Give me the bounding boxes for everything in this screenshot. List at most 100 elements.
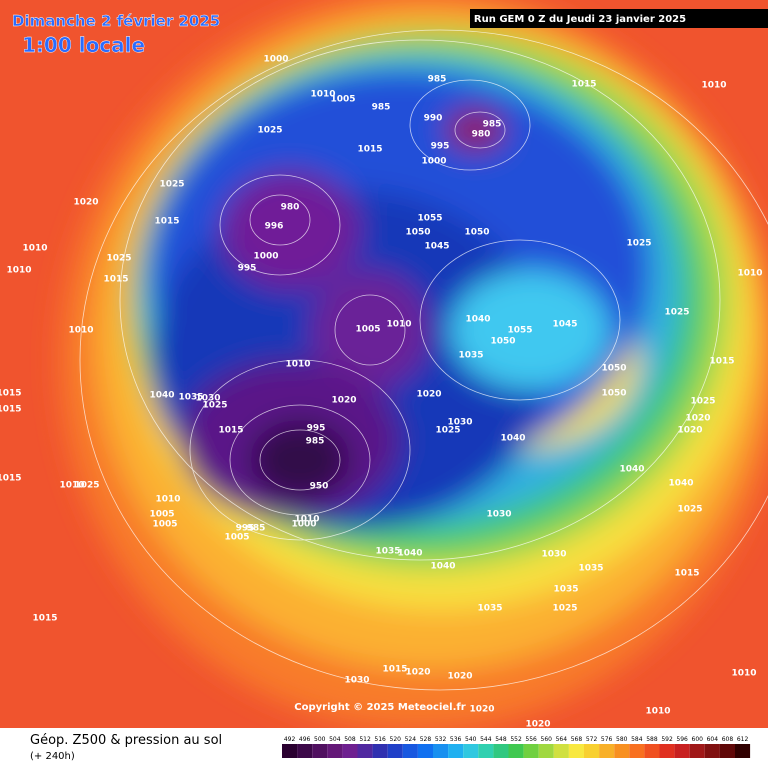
isobar-label: 1010 — [701, 81, 726, 91]
isobar-label: 1000 — [253, 252, 278, 262]
isobar-label: 1020 — [525, 720, 550, 730]
colorbar-label: 568 — [571, 736, 583, 743]
isobar-label: 995 — [307, 424, 326, 434]
isobar-label: 1020 — [416, 390, 441, 400]
colorbar-swatch — [417, 744, 433, 758]
isobar-label: 1040 — [500, 434, 525, 444]
isobar-label: 1015 — [218, 426, 243, 436]
isobar-label: 995 — [236, 524, 255, 534]
colorbar-swatch — [614, 744, 630, 758]
isobar-label: 1025 — [159, 180, 184, 190]
colorbar-swatch — [508, 744, 524, 758]
isobar-label: 1015 — [357, 145, 382, 155]
isobar-label: 1010 — [68, 326, 93, 336]
isobar-label: 1015 — [32, 614, 57, 624]
colorbar-label: 524 — [405, 736, 417, 743]
isobar-label: 1040 — [465, 315, 490, 325]
colorbar-swatch — [584, 744, 600, 758]
colorbar-swatch — [599, 744, 615, 758]
isobar-label: 990 — [424, 114, 443, 124]
isobar-label: 1025 — [435, 426, 460, 436]
colorbar-swatch — [553, 744, 569, 758]
forecast-time: 1:00 locale — [22, 33, 145, 57]
isobar-label: 1030 — [447, 418, 472, 428]
isobar-label: 1015 — [0, 474, 22, 484]
isobar-label: 1040 — [430, 562, 455, 572]
isobar-label: 1015 — [571, 80, 596, 90]
colorbar-swatch — [538, 744, 554, 758]
colorbar-swatch — [629, 744, 645, 758]
isobar-label: 996 — [265, 222, 284, 232]
colorbar-label: 504 — [329, 736, 341, 743]
colorbar-swatch — [523, 744, 539, 758]
colorbar-swatch — [387, 744, 403, 758]
isobar-label: 1050 — [601, 389, 626, 399]
colorbar-label: 508 — [344, 736, 356, 743]
forecast-date: Dimanche 2 février 2025 — [12, 12, 220, 30]
isobar-label: 1050 — [405, 228, 430, 238]
isobar-label: 1040 — [668, 479, 693, 489]
isobar-label: 1010 — [731, 669, 756, 679]
colorbar-label: 496 — [299, 736, 311, 743]
isobar-label: 1035 — [477, 604, 502, 614]
isobar-label: 1010 — [310, 90, 335, 100]
isobar-label: 1035 — [458, 351, 483, 361]
isobar-label: 1030 — [195, 394, 220, 404]
colorbar-swatch — [433, 744, 449, 758]
colorbar-label: 552 — [510, 736, 522, 743]
colorbar-swatch — [372, 744, 388, 758]
isobar-label: 1015 — [674, 569, 699, 579]
colorbar-label: 600 — [692, 736, 704, 743]
legend-title: Géop. Z500 & pression au sol — [30, 733, 222, 748]
isobar-label: 1035 — [375, 547, 400, 557]
colorbar-swatch — [312, 744, 328, 758]
isobar-label: 1040 — [149, 391, 174, 401]
isobar-label: 1010 — [22, 244, 47, 254]
colorbar-label: 564 — [556, 736, 568, 743]
run-banner — [470, 9, 768, 28]
isobar-label: 1050 — [490, 337, 515, 347]
isobar-label: 1005 — [330, 95, 355, 105]
isobar-label: 985 — [247, 524, 266, 534]
colorbar-label: 548 — [495, 736, 507, 743]
isobar-label: 1035 — [178, 393, 203, 403]
isobar-label: 1030 — [486, 510, 511, 520]
isobar-label: 985 — [372, 103, 391, 113]
isobar-label: 1025 — [106, 254, 131, 264]
isobar-label: 1025 — [677, 505, 702, 515]
isobar-label: 1055 — [507, 326, 532, 336]
isobar-label: 1020 — [331, 396, 356, 406]
colorbar-label: 536 — [450, 736, 462, 743]
colorbar-label: 580 — [616, 736, 628, 743]
colorbar-swatch — [327, 744, 343, 758]
colorbar: 492 496 500 504 508 512 516 520 524 528 532 536 540 5… — [282, 736, 751, 758]
isobar-label: 1055 — [417, 214, 442, 224]
isobar-label: 1015 — [0, 389, 22, 399]
isobar-label: 1020 — [677, 426, 702, 436]
colorbar-swatch — [478, 744, 494, 758]
colorbar-swatch — [297, 744, 313, 758]
colorbar-label: 576 — [601, 736, 613, 743]
isobar-label: 980 — [281, 203, 300, 213]
isobar-label: 980 — [472, 130, 491, 140]
isobar-label: 1040 — [397, 549, 422, 559]
colorbar-swatch — [402, 744, 418, 758]
colorbar-swatch — [674, 744, 690, 758]
isobar-label: 1010 — [6, 266, 31, 276]
isobar-label: 985 — [306, 437, 325, 447]
isobar-label: 1050 — [464, 228, 489, 238]
colorbar-label: 588 — [646, 736, 658, 743]
isobar-label: 1025 — [690, 397, 715, 407]
colorbar-swatch — [282, 744, 298, 758]
colorbar-swatch — [357, 744, 373, 758]
isobar-label: 1020 — [447, 672, 472, 682]
colorbar-swatch — [659, 744, 675, 758]
isobar-label: 1050 — [601, 364, 626, 374]
isobar-label: 1000 — [263, 55, 288, 65]
legend-lead: (+ 240h) — [30, 751, 75, 762]
isobar-label: 1025 — [202, 401, 227, 411]
isobar-label: 1015 — [154, 217, 179, 227]
colorbar-swatch — [342, 744, 358, 758]
isobar-label: 1000 — [421, 157, 446, 167]
isobar-lines — [79, 29, 768, 691]
